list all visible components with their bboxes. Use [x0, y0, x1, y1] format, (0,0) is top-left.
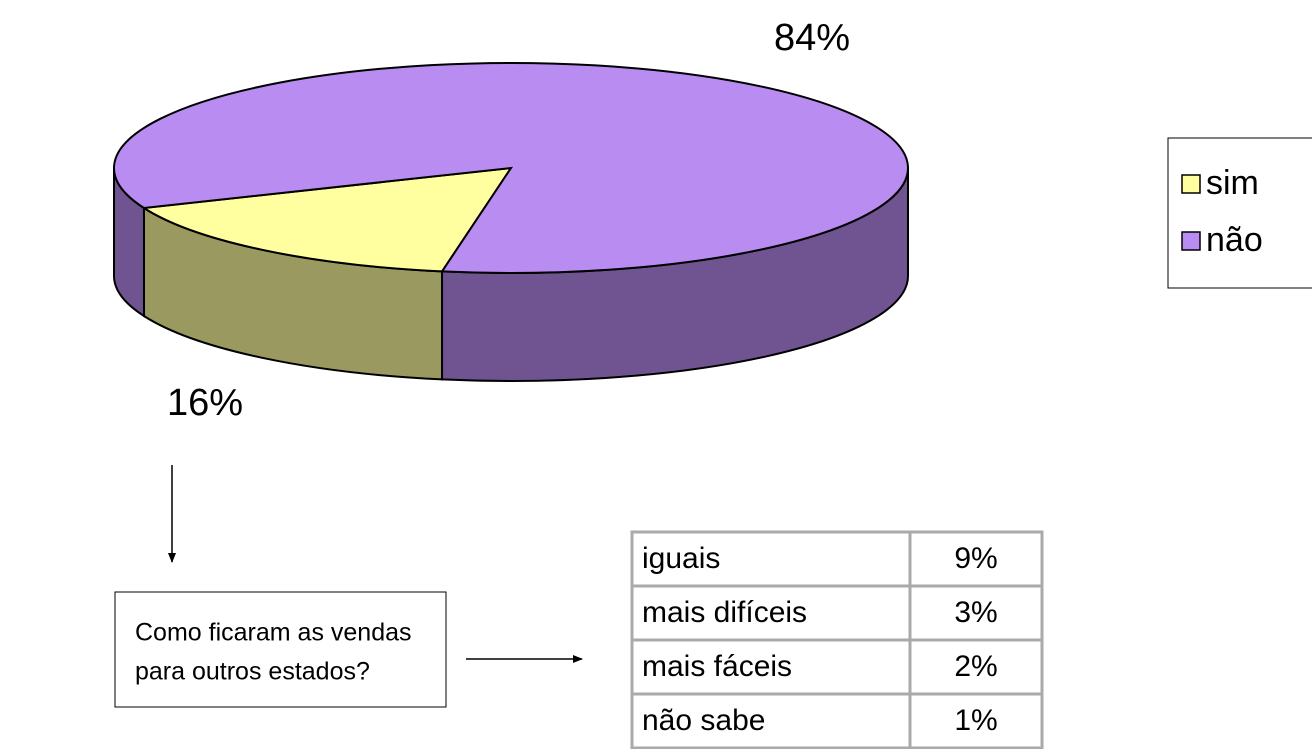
legend-label: sim: [1206, 164, 1259, 202]
table-cell: mais difíceis: [642, 596, 807, 629]
table-cell: 3%: [954, 596, 997, 629]
table-cell: iguais: [642, 542, 720, 575]
legend-swatch: [1181, 231, 1201, 251]
pie-slice: [113, 62, 909, 274]
legend-swatch: [1181, 174, 1201, 194]
question-line: para outros estados?: [135, 658, 370, 686]
question-line: Como ficaram as vendas: [135, 619, 412, 647]
table-cell: mais fáceis: [642, 650, 792, 683]
pie: 16% 84%: [113, 17, 909, 424]
pie-slice: [141, 166, 514, 273]
table: iguais 9% mais difíceis 3% mais fáceis 2% não …: [630, 530, 1044, 750]
table-cell: 9%: [954, 542, 997, 575]
table-cell: 2%: [954, 650, 997, 683]
data-label: 84%: [774, 17, 850, 59]
legend: sim não: [1181, 164, 1263, 259]
legend-box: [1167, 137, 1312, 289]
data-label: 16%: [167, 382, 243, 424]
legend-label: não: [1206, 221, 1263, 259]
table-cell: 1%: [954, 704, 997, 737]
table-cell: não sabe: [642, 704, 765, 737]
question-box: [114, 591, 447, 708]
